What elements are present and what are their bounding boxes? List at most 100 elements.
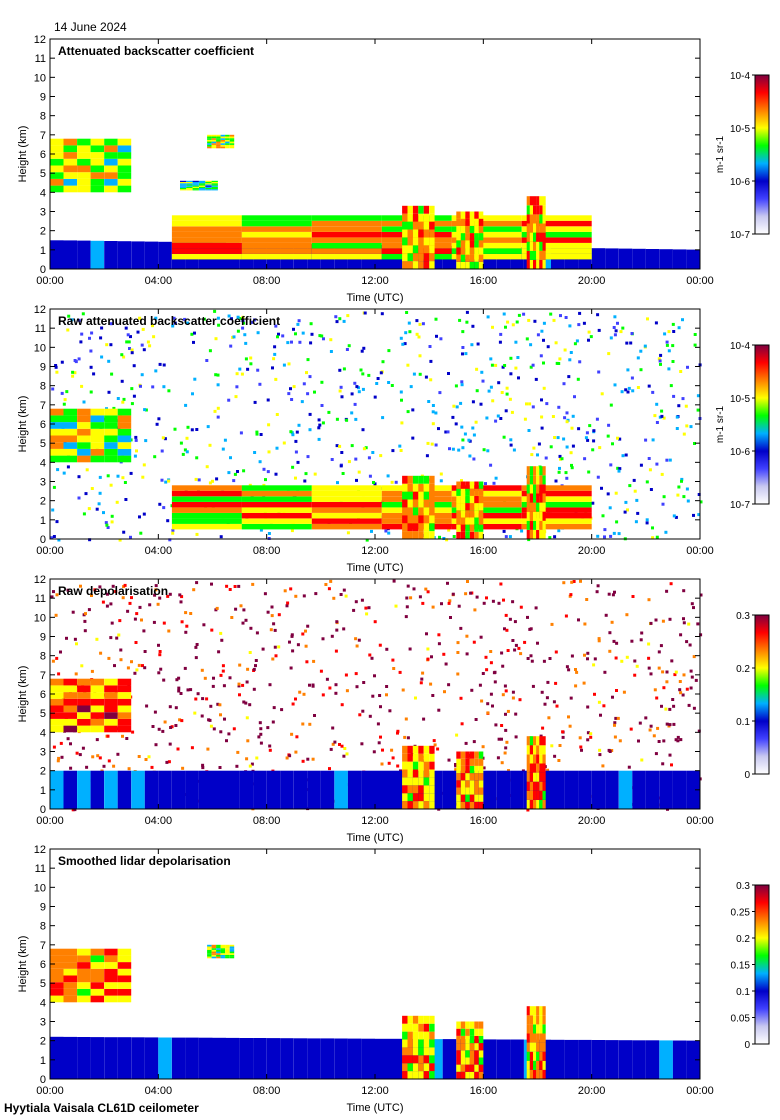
heatmap-cell <box>437 427 440 431</box>
heatmap-cell <box>306 757 310 761</box>
heatmap-cell <box>647 656 651 660</box>
heatmap-cell <box>443 690 446 694</box>
heatmap-cell <box>211 944 217 947</box>
heatmap-cells <box>50 134 700 270</box>
heatmap-cell <box>676 735 680 739</box>
heatmap-cell <box>479 635 483 639</box>
heatmap-cell <box>117 435 132 443</box>
heatmap-cell <box>171 518 242 524</box>
colorbar-tick-label: 0.2 <box>736 934 750 945</box>
heatmap-cell <box>199 188 206 190</box>
heatmap-cell <box>508 397 512 401</box>
heatmap-cell <box>490 363 494 367</box>
heatmap-cell <box>313 714 316 717</box>
heatmap-cell <box>153 710 157 714</box>
heatmap-cell <box>122 397 126 401</box>
heatmap-cell <box>84 492 88 496</box>
heatmap-cell <box>156 602 160 606</box>
y-tick-label: 0 <box>40 804 46 816</box>
heatmap-cell <box>613 590 616 594</box>
heatmap-cell <box>100 326 104 330</box>
heatmap-cell <box>71 370 75 374</box>
heatmap-cell <box>167 389 171 393</box>
heatmap-cell <box>104 521 108 525</box>
heatmap-cell <box>482 601 486 605</box>
heatmap-cell <box>211 183 218 185</box>
heatmap-cell <box>660 414 664 418</box>
heatmap-cell <box>499 417 503 420</box>
heatmap-cell <box>320 1038 335 1079</box>
heatmap-cell <box>63 428 77 436</box>
heatmap-cell <box>557 759 561 762</box>
heatmap-cell <box>51 508 55 512</box>
heatmap-cell <box>56 468 60 472</box>
heatmap-cell <box>77 422 91 429</box>
heatmap-cell <box>361 428 365 432</box>
heatmap-cell <box>654 752 658 756</box>
heatmap-cell <box>429 523 435 532</box>
heatmap-cell <box>626 368 630 372</box>
heatmap-cell <box>117 415 132 423</box>
heatmap-cell <box>575 339 579 343</box>
heatmap-cell <box>347 1038 362 1079</box>
heatmap-cell <box>77 982 91 989</box>
heatmap-cell <box>95 507 99 511</box>
heatmap-cell <box>70 318 74 322</box>
heatmap-cell <box>180 184 187 186</box>
heatmap-cell <box>107 759 111 763</box>
heatmap-cell <box>105 523 109 527</box>
heatmap-cell <box>469 261 475 269</box>
heatmap-cell <box>142 629 146 633</box>
heatmap-cell <box>526 502 530 512</box>
heatmap-cells <box>50 944 700 1080</box>
heatmap-cell <box>407 229 413 238</box>
heatmap-cell <box>83 619 87 623</box>
heatmap-cell <box>548 536 552 540</box>
heatmap-cell <box>458 318 462 322</box>
heatmap-cell <box>472 457 476 461</box>
heatmap-cell <box>73 637 77 641</box>
heatmap-cell <box>127 767 131 771</box>
heatmap-cell <box>465 1057 470 1065</box>
heatmap-cell <box>526 520 530 530</box>
heatmap-cell <box>90 185 105 193</box>
heatmap-cell <box>302 692 306 696</box>
heatmap-cell <box>474 1050 479 1058</box>
heatmap-cell <box>456 211 461 219</box>
heatmap-cell <box>167 479 171 483</box>
heatmap-cell <box>256 331 260 335</box>
heatmap-cell <box>334 649 338 653</box>
heatmap-cell <box>568 324 572 328</box>
heatmap-cell <box>474 1028 479 1036</box>
heatmap-cell <box>403 342 407 346</box>
heatmap-cell <box>648 468 652 472</box>
heatmap-cell <box>407 253 413 262</box>
heatmap-cell <box>608 631 612 635</box>
heatmap-cell <box>631 389 635 393</box>
heatmap-cell <box>670 763 673 767</box>
heatmap-cell <box>423 205 430 214</box>
heatmap-cell <box>117 138 132 146</box>
heatmap-cell <box>104 685 118 693</box>
heatmap-cell <box>460 751 466 759</box>
heatmap-cell <box>429 745 435 754</box>
heatmap-cell <box>659 249 673 269</box>
heatmap-cell <box>661 670 665 674</box>
heatmap-cell <box>162 506 166 510</box>
heatmap-cell <box>186 180 193 182</box>
heatmap-cell <box>418 1055 424 1064</box>
heatmap-cell <box>216 946 221 949</box>
heatmap-cell <box>418 1015 424 1024</box>
heatmap-cell <box>117 1037 132 1079</box>
heatmap-cell <box>644 438 648 442</box>
heatmap-cell <box>365 612 369 616</box>
heatmap-cell <box>126 666 130 670</box>
heatmap-cell <box>509 372 513 376</box>
heatmap-cell <box>565 476 569 480</box>
heatmap-cell <box>502 529 506 533</box>
heatmap-cell <box>491 704 494 708</box>
heatmap-cell <box>423 745 430 754</box>
heatmap-cell <box>63 698 77 706</box>
